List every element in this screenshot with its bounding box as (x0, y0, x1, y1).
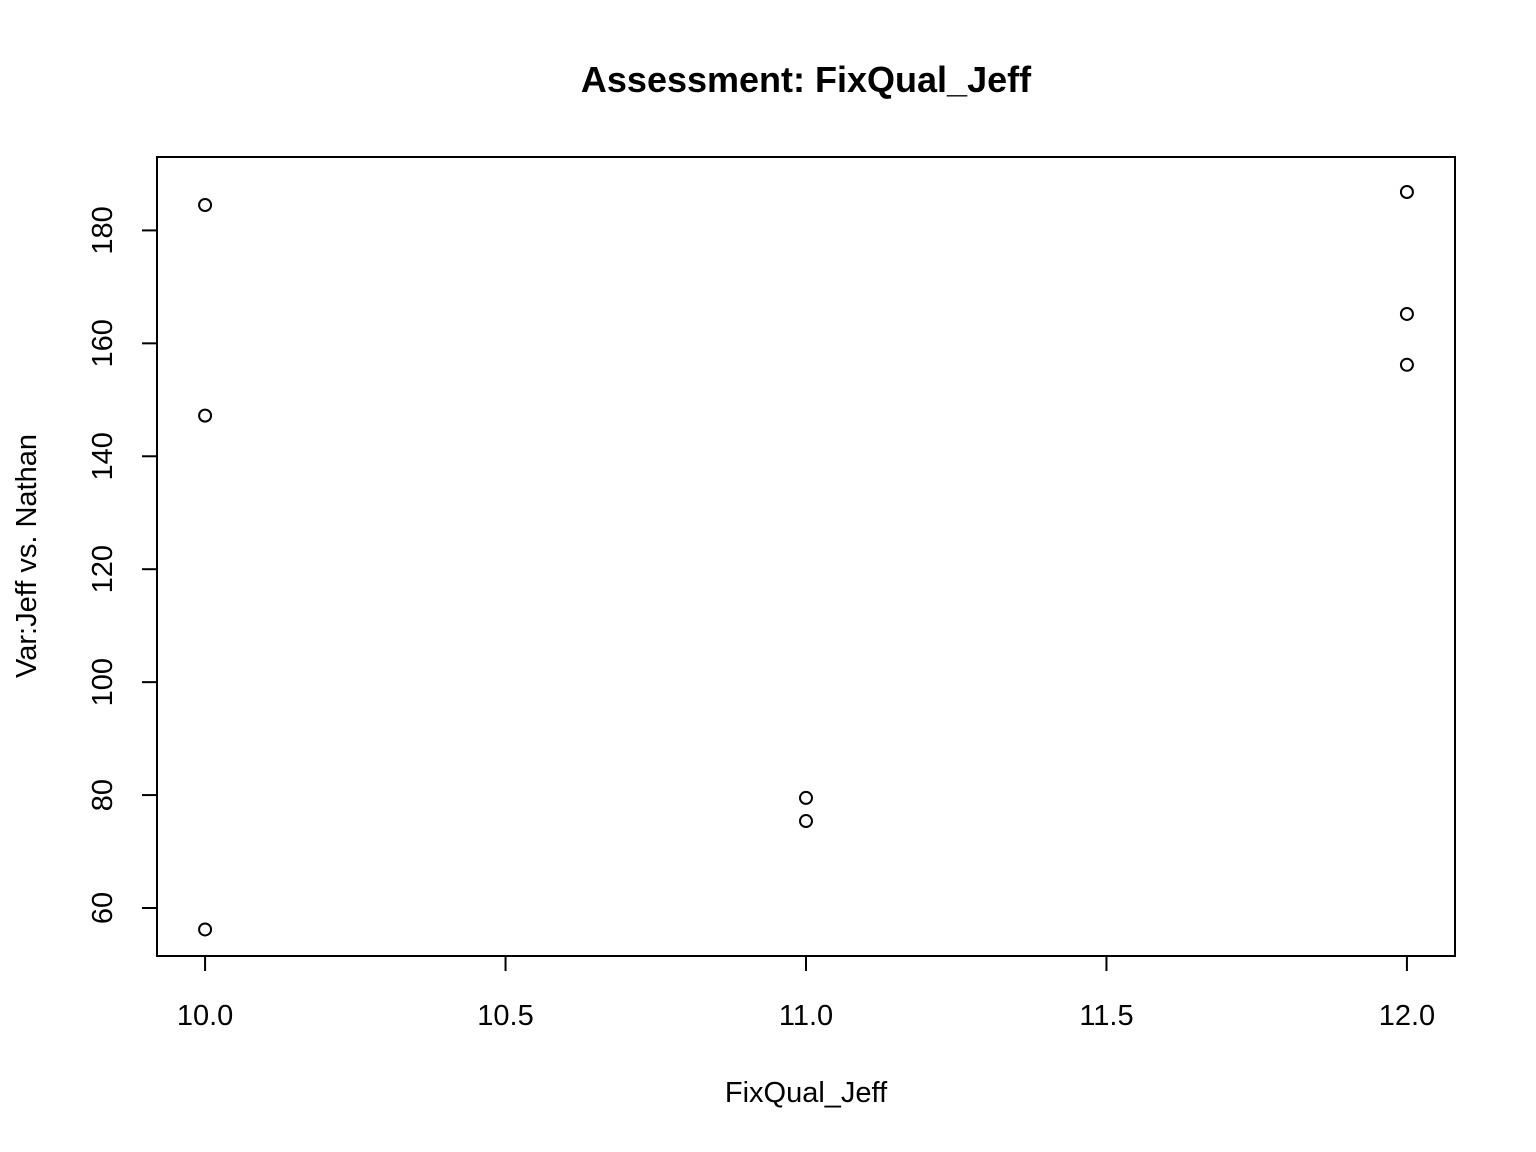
y-axis: 60 80 100 120 140 160 180 (87, 206, 158, 924)
data-point (1399, 306, 1414, 321)
x-tick-label: 11.0 (779, 1000, 833, 1032)
y-tick-label: 120 (87, 545, 119, 593)
chart-title: Assessment: FixQual_Jeff (581, 59, 1032, 100)
data-point (799, 814, 813, 829)
x-tick-label: 12.0 (1379, 1000, 1435, 1032)
x-axis-label: FixQual_Jeff (725, 1077, 888, 1109)
x-tick-label: 10.5 (477, 1000, 533, 1032)
x-tick-label: 11.5 (1079, 1000, 1133, 1032)
data-point (1399, 185, 1414, 200)
y-axis-label: Var:Jeff vs. Nathan (11, 434, 43, 678)
y-tick-label: 80 (87, 779, 119, 811)
y-tick-label: 100 (87, 658, 119, 706)
y-tick-label: 180 (87, 206, 119, 254)
data-point (198, 408, 213, 423)
data-point (1399, 357, 1414, 372)
data-point (198, 922, 213, 937)
data-point (198, 197, 213, 212)
data-point (799, 790, 813, 805)
x-tick-label: 10.0 (177, 1000, 233, 1032)
y-tick-label: 140 (87, 432, 119, 480)
x-axis: 10.0 10.5 11.0 11.5 12.0 (177, 955, 1435, 1032)
data-points (198, 185, 1414, 937)
y-tick-label: 160 (87, 319, 119, 367)
y-tick-label: 60 (87, 892, 119, 924)
